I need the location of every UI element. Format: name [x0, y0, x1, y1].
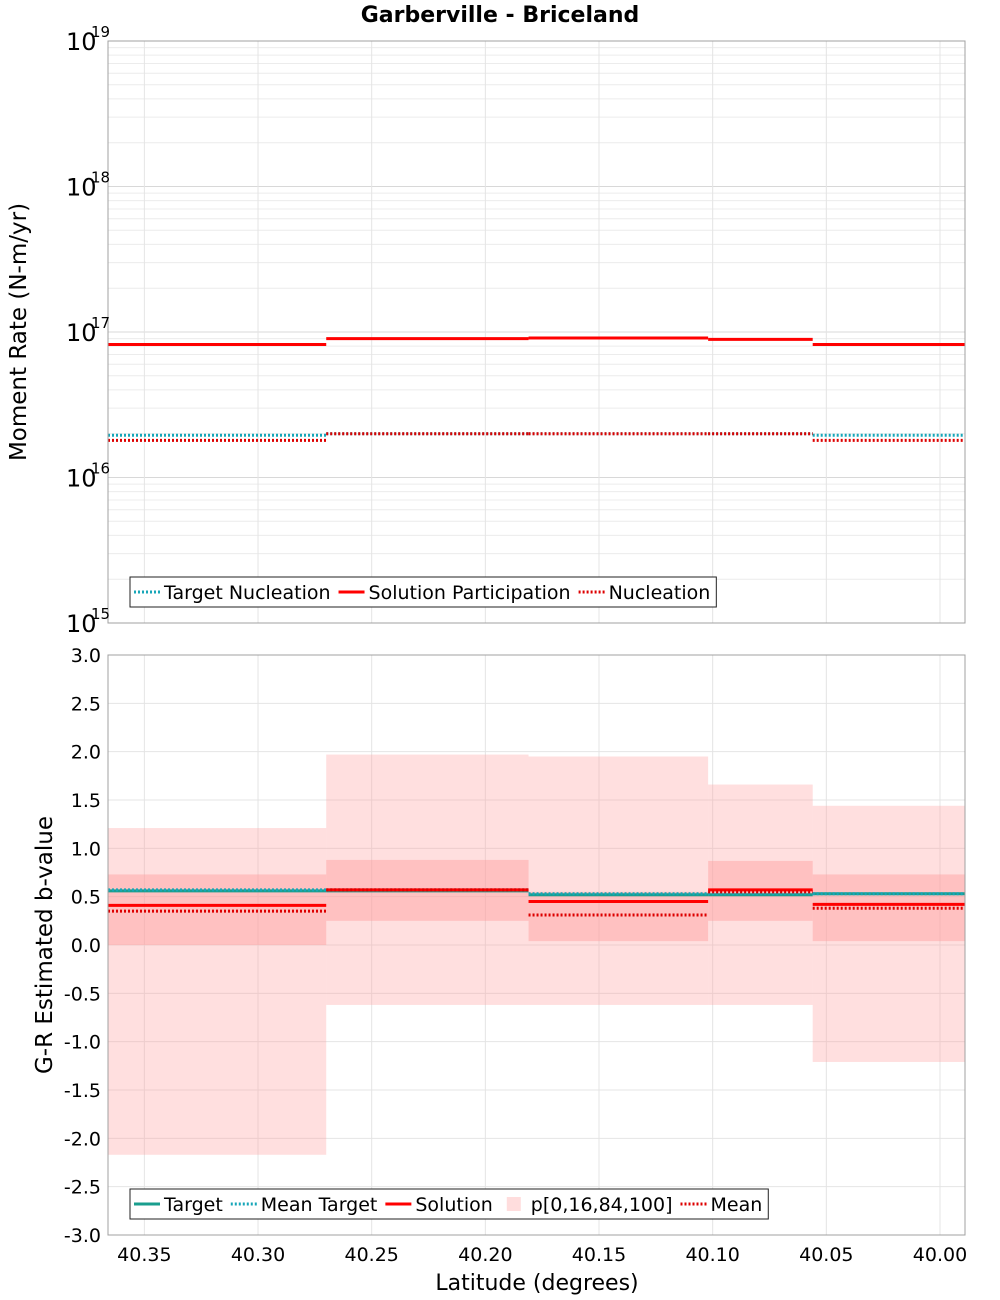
panel-b-value: 3.0 2.5 2.0 1.5 1.0 0.5 0.0 -0.5 -1.0 -1.5 -2.0 -2.…: [32, 645, 967, 1266]
legend-label: Mean: [711, 1194, 763, 1216]
legend-label: p[0,16,84,100]: [531, 1194, 673, 1216]
x-ticks: 40.35 40.30 40.25 40.20 40.15 40.10 40.05 40.00: [117, 1244, 967, 1266]
legend-label: Solution: [415, 1194, 492, 1216]
y-tick-label: -0.5: [64, 983, 101, 1005]
y-axis-label: Moment Rate (N-m/yr): [6, 203, 32, 461]
legend-item: Nucleation: [578, 582, 711, 604]
x-tick-label: 40.10: [685, 1244, 739, 1266]
legend-item: Mean: [680, 1194, 763, 1216]
x-tick-label: 40.20: [458, 1244, 512, 1266]
y-tick-label: -1.0: [64, 1032, 101, 1054]
y-tick-label: 1.0: [71, 838, 101, 860]
y-tick-label: -1.5: [64, 1080, 101, 1102]
y-tick-label: 10: [66, 28, 97, 56]
y-tick-exponent: 17: [91, 314, 110, 332]
y-tick-exponent: 16: [91, 460, 110, 478]
band-p0-p100: [326, 754, 529, 1005]
legend-label: Target: [163, 1194, 223, 1216]
y-tick-label: 10: [66, 610, 97, 638]
x-tick-label: 40.00: [913, 1244, 967, 1266]
legend-label: Mean Target: [261, 1194, 378, 1216]
x-tick-label: 40.15: [572, 1244, 626, 1266]
y-tick-label: -2.5: [64, 1177, 101, 1199]
legend-label: Nucleation: [609, 582, 711, 604]
y-tick-label: 1.5: [71, 790, 101, 812]
x-tick-label: 40.05: [799, 1244, 853, 1266]
legend-item: p[0,16,84,100]: [506, 1194, 673, 1216]
y-tick-label: 3.0: [71, 645, 101, 667]
y-tick-exponent: 15: [91, 605, 110, 623]
y-tick-label: 10: [66, 319, 97, 347]
legend-item: Solution Participation: [338, 582, 571, 604]
x-tick-label: 40.30: [231, 1244, 285, 1266]
y-tick-label: 10: [66, 174, 97, 202]
legend-frame: [129, 576, 717, 608]
y-tick-label: -3.0: [64, 1225, 101, 1247]
grid: [108, 41, 965, 624]
y-tick-exponent: 19: [91, 23, 110, 41]
series-mean: [108, 888, 965, 917]
band-p0-p100: [528, 756, 709, 1005]
plot-frame: [107, 654, 966, 1236]
x-tick-label: 40.35: [117, 1244, 171, 1266]
band-p0-p100: [812, 805, 965, 1062]
chart-title: Garberville - Briceland: [361, 3, 640, 28]
legend-item: Solution: [385, 1194, 493, 1216]
y-axis-label: G-R Estimated b-value: [32, 816, 58, 1074]
series-solution-participation: [108, 336, 965, 347]
legend: Target Nucleation Solution Participation N…: [129, 576, 717, 608]
legend-label: Target Nucleation: [163, 582, 331, 604]
y-tick-label: 2.5: [71, 693, 101, 715]
legend-item: Target: [134, 1194, 223, 1216]
y-tick-label: 0.5: [71, 887, 101, 909]
x-axis-label: Latitude (degrees): [435, 1271, 638, 1296]
legend: Target Mean Target Solution p[0,16,84,100] M…: [129, 1188, 769, 1220]
series-nucleation: [108, 432, 965, 442]
y-tick-label: -2.0: [64, 1128, 101, 1150]
y-tick-label: 10: [66, 465, 97, 493]
y-tick-label: 2.0: [71, 742, 101, 764]
y-tick-label: 0.0: [71, 935, 101, 957]
legend-item: Target Nucleation: [134, 582, 331, 604]
legend-swatch: [506, 1197, 521, 1211]
grid: [108, 654, 965, 1236]
legend-item: Mean Target: [230, 1194, 378, 1216]
x-tick-label: 40.25: [344, 1244, 398, 1266]
legend-label: Solution Participation: [369, 582, 571, 604]
plot-frame: [107, 40, 966, 624]
band-p0-p100: [108, 828, 327, 1155]
y-tick-exponent: 18: [91, 169, 110, 187]
